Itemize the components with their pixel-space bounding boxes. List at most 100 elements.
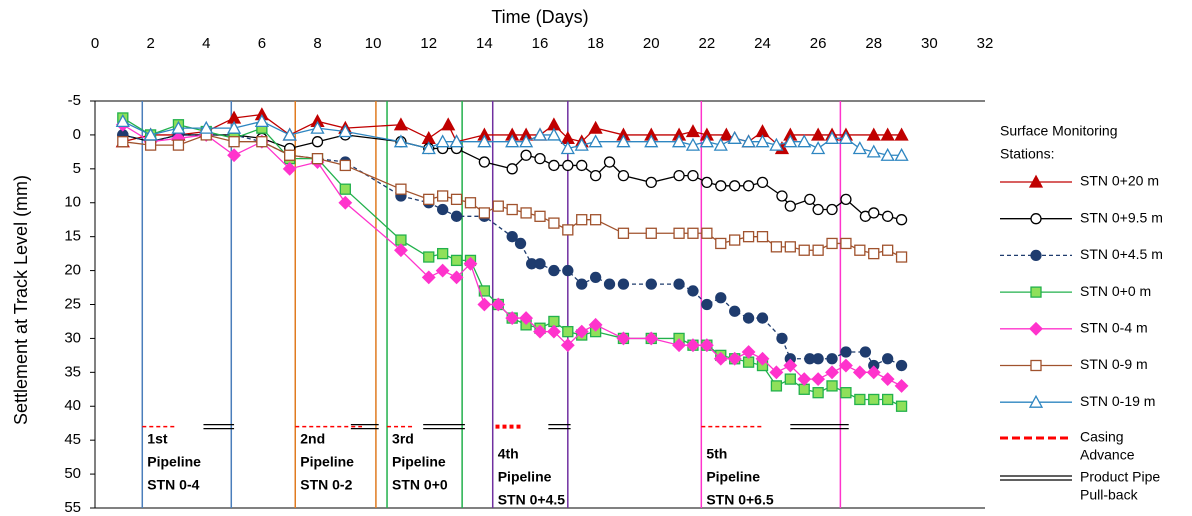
point xyxy=(505,311,520,325)
point xyxy=(644,134,659,148)
point xyxy=(825,365,839,380)
point xyxy=(715,237,727,250)
point xyxy=(672,338,686,353)
point xyxy=(477,134,492,148)
pipeline-label: 5th xyxy=(706,445,727,461)
point xyxy=(117,136,129,148)
point xyxy=(854,244,866,256)
point xyxy=(812,387,824,399)
point xyxy=(895,400,908,412)
y-tick-label: 55 xyxy=(64,499,81,516)
point xyxy=(576,159,588,172)
point xyxy=(437,190,449,202)
point xyxy=(514,237,527,250)
point xyxy=(882,393,894,406)
point xyxy=(673,227,685,239)
point xyxy=(560,141,575,155)
legend-label: STN 0-4 m xyxy=(1080,320,1148,336)
point xyxy=(254,113,269,127)
legend-label: STN 0-9 m xyxy=(1080,356,1148,372)
point xyxy=(393,134,409,148)
point xyxy=(811,127,826,141)
point xyxy=(394,243,408,258)
y-tick-label: 30 xyxy=(64,329,81,346)
legend-label: Product Pipe xyxy=(1080,469,1160,485)
point xyxy=(729,305,741,317)
point xyxy=(534,210,546,222)
point xyxy=(464,197,477,209)
point xyxy=(548,264,560,277)
x-tick-label: 0 xyxy=(91,35,99,52)
legend-label: Casing xyxy=(1080,429,1124,445)
pipeline-label: 3rd xyxy=(392,430,414,446)
point xyxy=(699,338,714,353)
point xyxy=(840,237,852,250)
point xyxy=(769,365,784,380)
point xyxy=(866,127,881,141)
point xyxy=(645,227,657,239)
y-tick-label: 25 xyxy=(64,295,81,312)
point xyxy=(393,117,409,131)
point xyxy=(171,120,186,134)
series-line xyxy=(122,120,902,156)
pipeline-label: Pipeline xyxy=(300,453,354,469)
point xyxy=(866,144,881,158)
y-tick-label: 50 xyxy=(64,465,81,482)
point xyxy=(450,210,463,222)
legend-label: STN 0+20 m xyxy=(1080,173,1159,189)
point xyxy=(770,241,783,253)
point xyxy=(477,297,492,312)
x-tick-label: 16 xyxy=(532,35,549,52)
point xyxy=(854,393,866,406)
point xyxy=(882,244,894,256)
point xyxy=(826,380,838,392)
point xyxy=(449,134,464,148)
point xyxy=(546,324,561,339)
point xyxy=(435,263,450,278)
point xyxy=(880,147,895,161)
point xyxy=(729,234,741,246)
point xyxy=(574,324,589,339)
point xyxy=(562,264,574,277)
point xyxy=(491,297,506,312)
pipeline-label: Pipeline xyxy=(392,453,446,469)
point xyxy=(826,203,838,216)
legend-label: STN 0+4.5 m xyxy=(1080,246,1163,262)
point xyxy=(756,312,769,324)
y-tick-label: 10 xyxy=(64,194,81,211)
point xyxy=(770,380,783,392)
point xyxy=(576,214,588,226)
point xyxy=(423,193,435,206)
point xyxy=(784,373,796,385)
legend-marker xyxy=(1030,286,1042,298)
point xyxy=(449,270,464,285)
point xyxy=(617,227,630,239)
x-tick-label: 28 xyxy=(865,35,882,52)
point xyxy=(115,113,130,127)
point xyxy=(882,353,894,365)
point xyxy=(560,338,575,353)
point xyxy=(673,278,685,290)
point xyxy=(617,278,630,290)
x-tick-label: 18 xyxy=(587,35,604,52)
point xyxy=(143,127,158,141)
point xyxy=(894,378,909,393)
point xyxy=(478,207,491,219)
pipeline-label: Pipeline xyxy=(147,453,201,469)
legend-marker xyxy=(1030,249,1042,262)
y-tick-label: 45 xyxy=(64,431,81,448)
point xyxy=(492,200,504,212)
point xyxy=(546,127,562,141)
point xyxy=(783,134,798,148)
point xyxy=(505,134,520,148)
point xyxy=(729,180,741,192)
x-tick-label: 8 xyxy=(313,35,321,52)
point xyxy=(645,176,657,189)
point xyxy=(339,183,351,195)
x-tick-label: 12 xyxy=(420,35,437,52)
point xyxy=(798,244,810,256)
point xyxy=(548,159,560,172)
point xyxy=(701,227,713,239)
point xyxy=(520,207,532,219)
point xyxy=(506,163,518,175)
